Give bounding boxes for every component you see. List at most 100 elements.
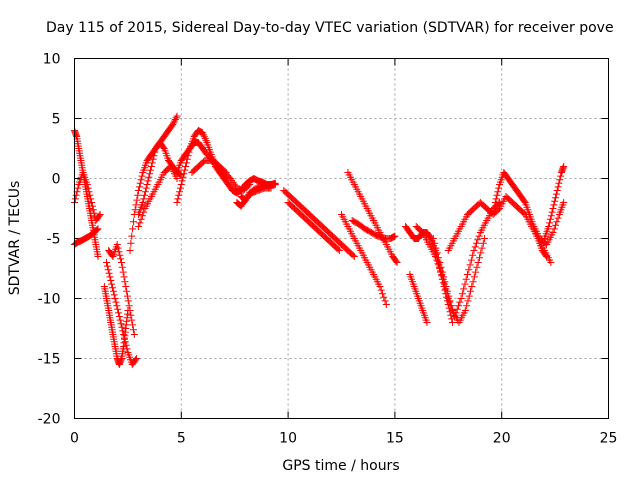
data-point <box>126 307 134 314</box>
data-point <box>144 177 152 185</box>
data-point <box>94 253 102 260</box>
y-tick-label: 10 <box>43 52 61 68</box>
data-point <box>96 211 104 218</box>
data-point <box>437 263 445 271</box>
data-point <box>129 218 137 226</box>
data-points <box>71 112 568 368</box>
data-point <box>423 319 431 326</box>
data-point <box>182 163 190 170</box>
data-point <box>118 263 126 271</box>
data-point <box>147 166 155 174</box>
data-point <box>151 148 159 156</box>
data-point <box>115 248 123 256</box>
data-point <box>128 316 136 324</box>
data-point <box>393 259 401 266</box>
data-point <box>148 159 156 167</box>
data-point <box>89 206 97 214</box>
data-point <box>545 223 553 230</box>
data-point <box>159 143 167 151</box>
data-point <box>129 326 137 334</box>
data-point <box>176 188 184 196</box>
data-point <box>350 253 358 260</box>
data-point <box>119 268 127 276</box>
y-tick-label: -20 <box>38 412 61 428</box>
data-point <box>141 191 149 199</box>
data-point <box>129 321 137 329</box>
data-point <box>436 259 444 266</box>
data-point <box>174 195 182 203</box>
data-point <box>180 170 188 178</box>
data-point <box>132 201 140 209</box>
data-point <box>560 199 568 206</box>
data-point <box>120 334 128 342</box>
data-point <box>177 181 185 188</box>
data-point <box>335 247 343 254</box>
data-point <box>491 199 499 206</box>
data-point <box>446 297 454 305</box>
data-point <box>549 229 557 236</box>
data-point <box>449 319 457 326</box>
data-point <box>334 245 342 253</box>
data-point <box>492 195 500 203</box>
data-point <box>349 251 357 259</box>
data-point <box>471 243 479 251</box>
data-point <box>71 195 79 203</box>
data-point <box>103 259 111 266</box>
data-point <box>433 249 441 257</box>
grid <box>74 58 609 419</box>
data-point <box>434 260 442 268</box>
data-point <box>440 273 448 281</box>
y-tick-label: -15 <box>38 352 61 368</box>
data-point <box>117 320 125 328</box>
data-point <box>462 275 470 283</box>
data-point <box>87 195 95 203</box>
data-point <box>108 251 116 259</box>
data-point <box>90 209 98 217</box>
data-point <box>88 202 96 210</box>
data-point <box>135 187 143 194</box>
data-point <box>495 184 503 192</box>
data-point <box>142 184 150 192</box>
data-point <box>106 273 114 281</box>
data-point <box>458 290 466 298</box>
data-point <box>122 341 130 349</box>
data-point <box>560 163 568 170</box>
data-point <box>460 285 468 293</box>
data-point <box>123 345 131 353</box>
data-point <box>179 173 187 181</box>
data-point <box>72 191 80 199</box>
data-point <box>552 221 560 229</box>
data-point <box>130 331 138 338</box>
data-point <box>173 112 181 120</box>
data-point <box>434 254 442 262</box>
data-point <box>470 273 478 281</box>
chart-title: Day 115 of 2015, Sidereal Day-to-day VTE… <box>46 20 614 36</box>
data-point <box>175 191 183 199</box>
y-tick-label: -5 <box>47 232 61 248</box>
data-point <box>181 166 189 174</box>
plot-frame <box>74 58 609 419</box>
data-point <box>145 173 153 181</box>
data-point <box>479 239 487 247</box>
data-point <box>114 244 122 252</box>
data-point <box>468 283 476 290</box>
data-point <box>126 247 134 254</box>
data-point <box>494 188 502 196</box>
data-point <box>132 355 140 362</box>
data-point <box>113 302 121 310</box>
data-point <box>116 316 124 324</box>
data-point <box>110 291 118 299</box>
data-point <box>271 181 279 188</box>
data-point <box>465 266 473 274</box>
data-point <box>550 225 558 233</box>
data-point <box>469 251 477 259</box>
data-point <box>173 199 181 206</box>
data-point <box>168 122 176 130</box>
data-point <box>474 259 482 266</box>
data-point <box>431 253 439 260</box>
data-point <box>376 283 384 290</box>
data-point <box>116 251 124 259</box>
data-point <box>95 212 103 220</box>
data-point <box>441 278 449 286</box>
data-point <box>139 199 147 206</box>
